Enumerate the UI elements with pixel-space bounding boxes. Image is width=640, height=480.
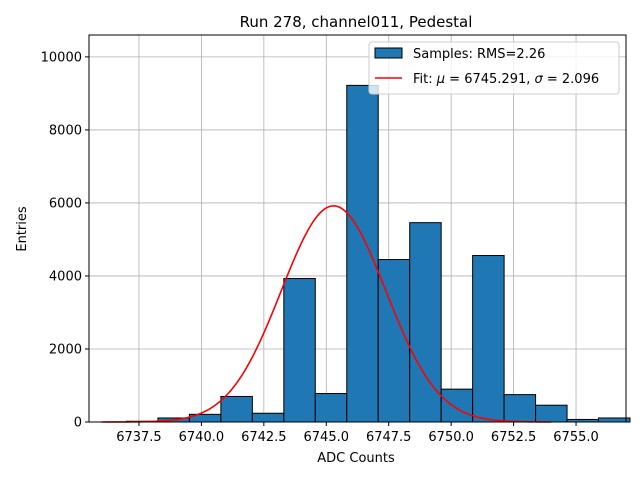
x-tick-label: 6745.0	[304, 430, 350, 445]
chart-title: Run 278, channel011, Pedestal	[240, 13, 473, 31]
histogram-bar	[440, 388, 474, 423]
y-axis-ticks: 0 2000 4000 6000 8000 10000	[41, 50, 89, 431]
histogram-bar	[251, 412, 285, 423]
x-tick-label: 6752.5	[491, 430, 537, 445]
y-tick-label: 2000	[49, 342, 82, 357]
plot-frame	[88, 34, 627, 423]
y-tick-label: 0	[74, 416, 82, 431]
gaussian-fit	[101, 205, 552, 423]
fit-curve	[101, 205, 552, 423]
histogram-bars	[125, 84, 631, 423]
x-tick-label: 6737.5	[116, 430, 162, 445]
legend-label-fit: Fit: μ = 6745.291, σ = 2.096	[413, 72, 599, 87]
y-tick-label: 6000	[49, 196, 82, 211]
legend-swatch-samples	[374, 47, 403, 59]
histogram-bar	[283, 278, 316, 423]
x-tick-label: 6750.0	[428, 430, 474, 445]
y-tick-label: 10000	[41, 50, 82, 65]
histogram-bar	[409, 222, 442, 423]
x-axis-ticks: 6737.5 6740.0 6742.5 6745.0 6747.5 6750.0 6752…	[116, 422, 599, 445]
histogram-bar	[314, 393, 348, 423]
y-axis-label: Entries	[15, 206, 30, 252]
x-tick-label: 6747.5	[366, 430, 412, 445]
x-axis-label: ADC Counts	[317, 451, 395, 466]
histogram-bar	[503, 394, 537, 423]
histogram-bar	[472, 255, 505, 423]
y-tick-label: 8000	[49, 123, 82, 138]
histogram-bar	[346, 84, 379, 423]
histogram-bar	[535, 404, 568, 423]
histogram-bar	[598, 417, 631, 423]
legend: Samples: RMS=2.26 Fit: μ = 6745.291, σ =…	[368, 41, 620, 95]
legend-box	[368, 41, 620, 95]
x-tick-label: 6755.0	[553, 430, 599, 445]
histogram-bar	[220, 395, 253, 423]
x-tick-label: 6740.0	[179, 430, 225, 445]
legend-label-samples: Samples: RMS=2.26	[413, 47, 545, 62]
x-tick-label: 6742.5	[241, 430, 287, 445]
y-tick-label: 4000	[49, 269, 82, 284]
